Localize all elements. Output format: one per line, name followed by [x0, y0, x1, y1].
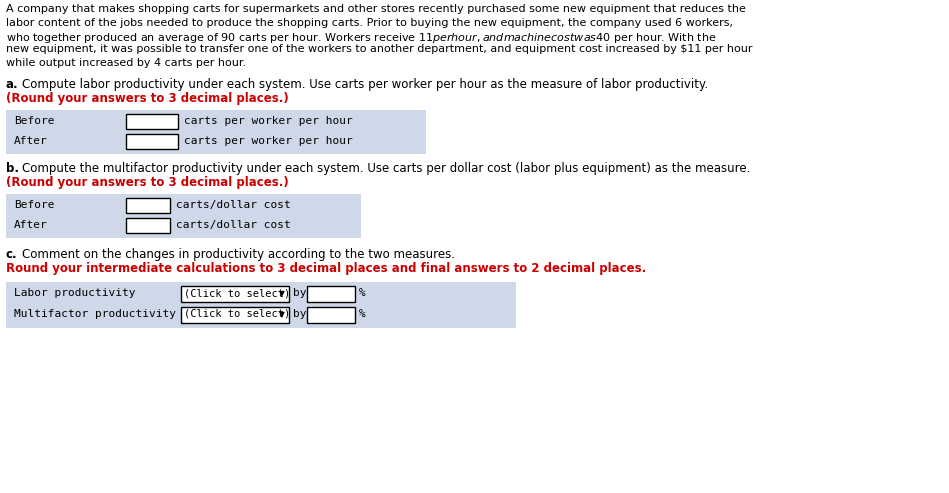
- Text: %: %: [359, 288, 365, 298]
- Text: by: by: [293, 288, 307, 298]
- Text: new equipment, it was possible to transfer one of the workers to another departm: new equipment, it was possible to transf…: [6, 44, 753, 55]
- Text: A company that makes shopping carts for supermarkets and other stores recently p: A company that makes shopping carts for …: [6, 4, 746, 14]
- Bar: [6, 282, 516, 328]
- Bar: [6, 110, 426, 154]
- Text: After: After: [14, 220, 47, 230]
- Text: carts per worker per hour: carts per worker per hour: [184, 136, 353, 146]
- Text: Round your intermediate calculations to 3 decimal places and final answers to 2 : Round your intermediate calculations to …: [6, 262, 646, 275]
- Text: Comment on the changes in productivity according to the two measures.: Comment on the changes in productivity a…: [22, 248, 458, 261]
- Text: (Round your answers to 3 decimal places.): (Round your answers to 3 decimal places.…: [6, 92, 288, 105]
- Bar: [6, 194, 361, 238]
- Bar: [126, 218, 170, 233]
- Text: Before: Before: [14, 200, 54, 210]
- Text: carts per worker per hour: carts per worker per hour: [184, 116, 353, 126]
- Text: Compute labor productivity under each system. Use carts per worker per hour as t: Compute labor productivity under each sy…: [22, 78, 712, 91]
- Bar: [307, 286, 355, 302]
- Bar: [126, 114, 178, 129]
- Text: Multifactor productivity: Multifactor productivity: [14, 309, 176, 319]
- Text: (Click to select): (Click to select): [184, 288, 290, 298]
- Text: ▼: ▼: [279, 311, 285, 319]
- Text: who together produced an average of 90 carts per hour. Workers receive $11 per h: who together produced an average of 90 c…: [6, 31, 716, 45]
- Text: by: by: [293, 309, 307, 319]
- Text: Labor productivity: Labor productivity: [14, 288, 136, 298]
- Text: while output increased by 4 carts per hour.: while output increased by 4 carts per ho…: [6, 58, 246, 68]
- Bar: [181, 307, 289, 323]
- Text: (Click to select): (Click to select): [184, 309, 290, 319]
- Text: (Round your answers to 3 decimal places.): (Round your answers to 3 decimal places.…: [6, 176, 288, 189]
- Text: ▼: ▼: [279, 289, 285, 298]
- Text: b.: b.: [6, 162, 19, 175]
- Text: carts/dollar cost: carts/dollar cost: [176, 220, 290, 230]
- Text: c.: c.: [6, 248, 18, 261]
- Bar: [307, 307, 355, 323]
- Bar: [126, 198, 170, 213]
- Text: %: %: [359, 309, 365, 319]
- Bar: [181, 286, 289, 302]
- Text: Compute the multifactor productivity under each system. Use carts per dollar cos: Compute the multifactor productivity und…: [22, 162, 754, 175]
- Bar: [126, 134, 178, 149]
- Text: Before: Before: [14, 116, 54, 126]
- Text: After: After: [14, 136, 47, 146]
- Text: a.: a.: [6, 78, 19, 91]
- Text: carts/dollar cost: carts/dollar cost: [176, 200, 290, 210]
- Text: labor content of the jobs needed to produce the shopping carts. Prior to buying : labor content of the jobs needed to prod…: [6, 17, 733, 28]
